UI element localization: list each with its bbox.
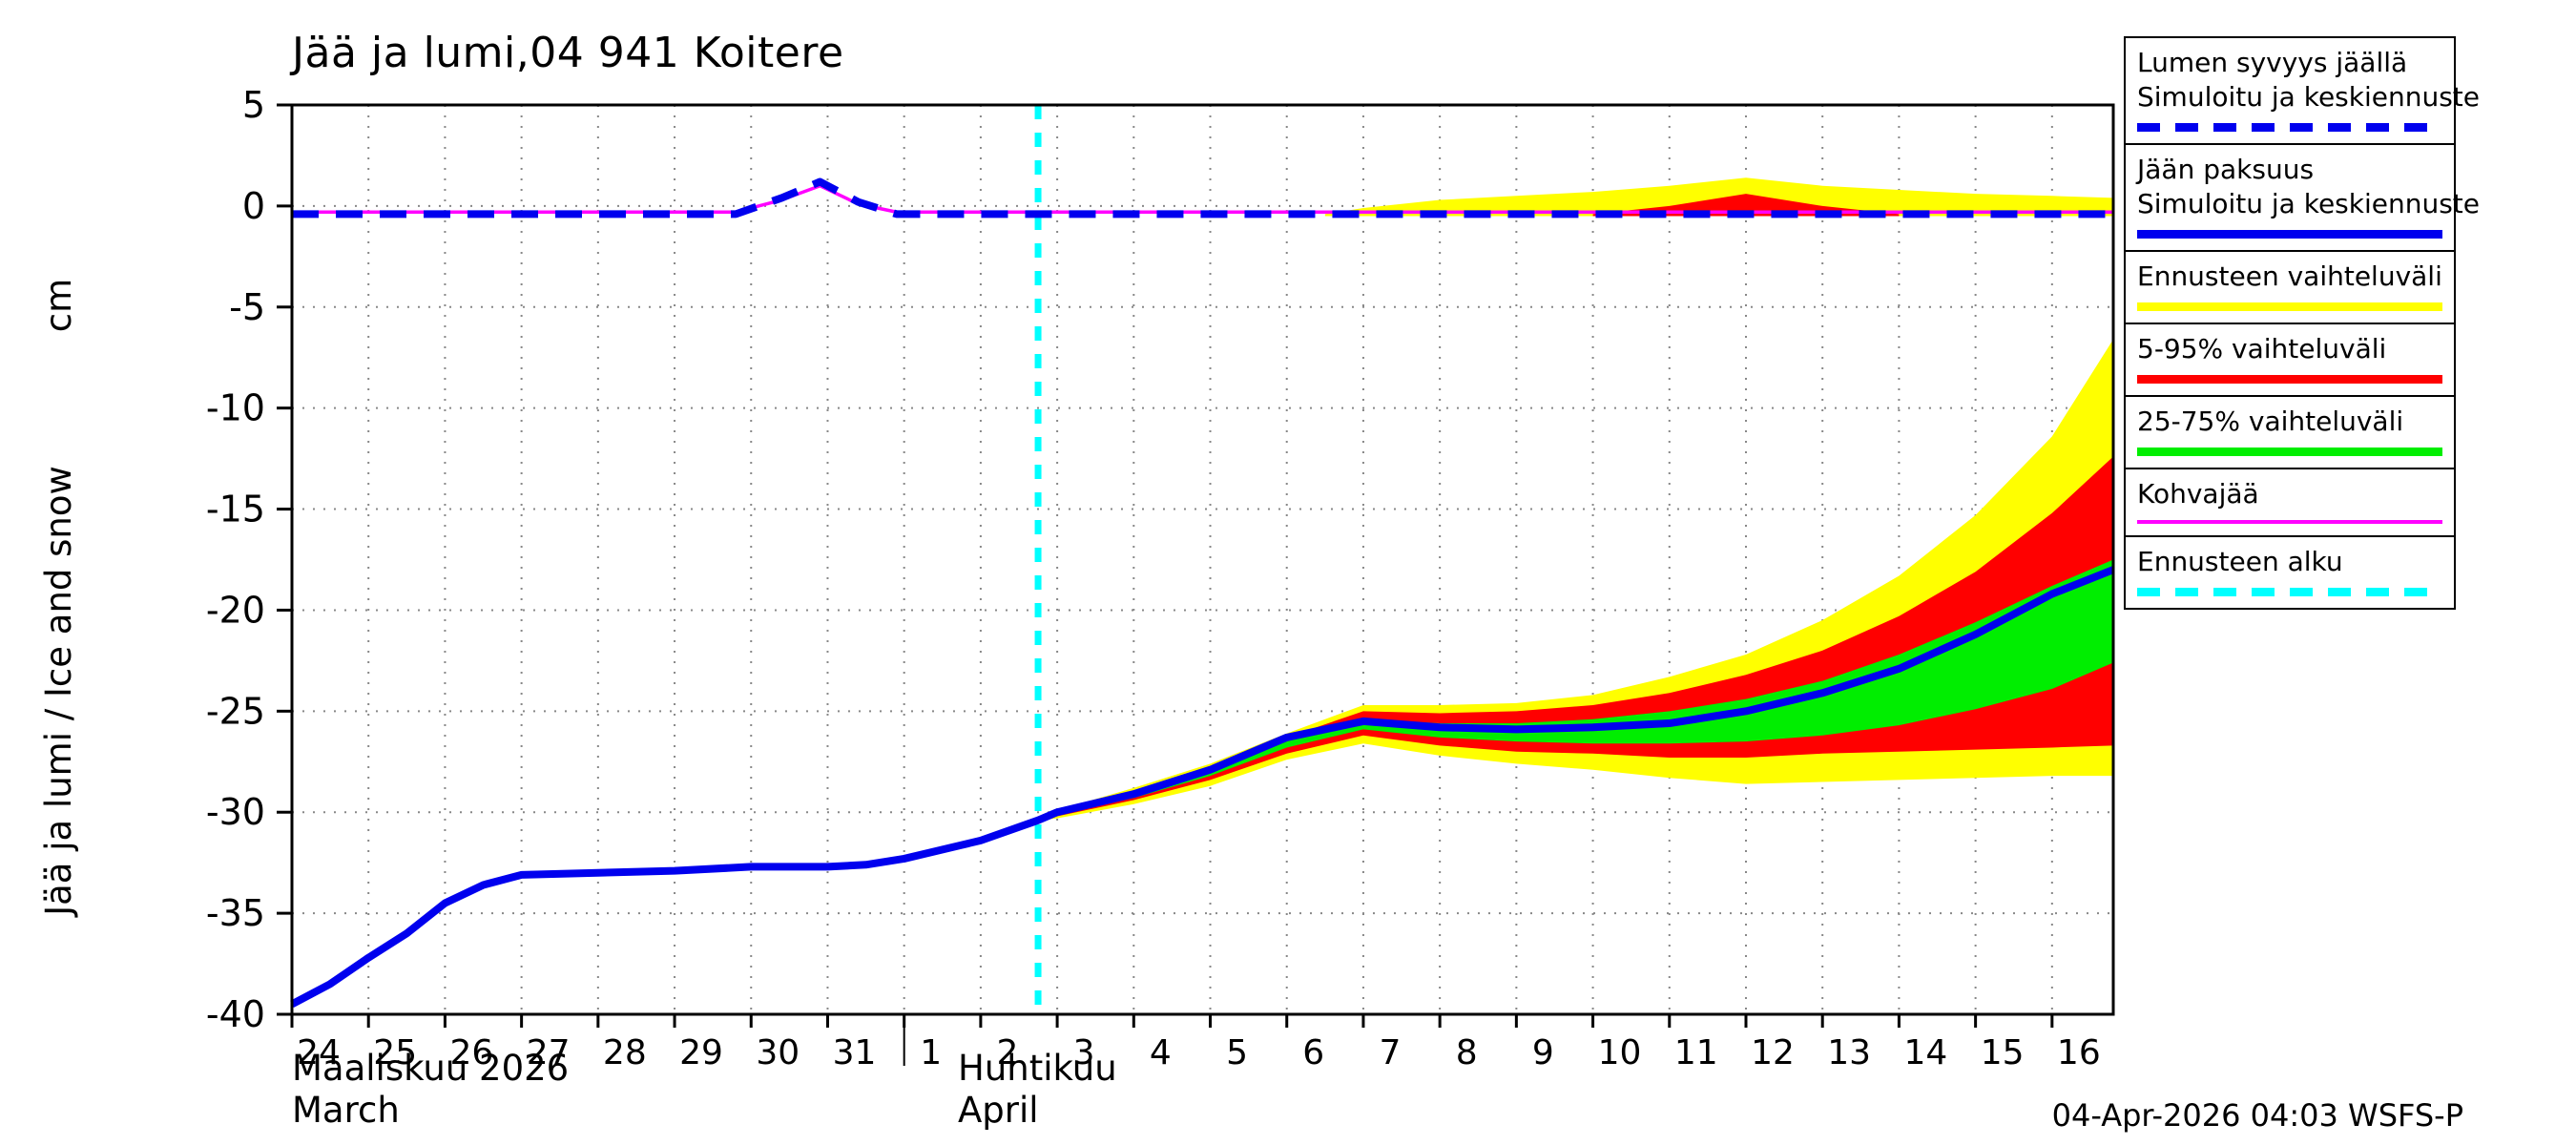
month-march-en: March (292, 1090, 400, 1131)
legend-entry-label: 5-95% vaihteluväli (2137, 333, 2387, 364)
month-label-april: Huhtikuu April (958, 1048, 1117, 1132)
y-tick-label: -30 (206, 791, 265, 833)
legend: Lumen syvyys jäällä Simuloitu ja keskienn… (2124, 36, 2481, 610)
chart-title: Jää ja lumi,04 941 Koitere (292, 29, 844, 77)
x-tick-label: 2 (996, 1033, 1018, 1072)
band-snow-forecast-total-range (1324, 177, 2113, 217)
y-tick-label: 5 (242, 84, 265, 126)
legend-swatch-line (2137, 302, 2442, 311)
x-tick-label: 4 (1150, 1033, 1172, 1072)
legend-entry-1: Jään paksuus Simuloitu ja keskiennuste (2124, 143, 2481, 252)
x-tick-label: 1 (920, 1033, 942, 1072)
legend-entry-label: Simuloitu ja keskiennuste (2137, 188, 2481, 219)
month-label-march: Maaliskuu 2026 March (292, 1048, 569, 1132)
x-tick-label: 10 (1598, 1033, 1642, 1072)
x-tick-label: 7 (1379, 1033, 1401, 1072)
x-tick-label: 30 (756, 1033, 800, 1072)
x-tick-label: 15 (1981, 1033, 2025, 1072)
series-jaan-paksuus-simuloitu-ja-keskiennuste (290, 566, 2115, 1008)
x-tick-label: 12 (1751, 1033, 1795, 1072)
legend-entry-2: Ennusteen vaihteluväli (2124, 250, 2456, 324)
y-tick-label: -25 (206, 690, 265, 732)
x-tick-label: 31 (833, 1033, 877, 1072)
y-tick-label: -5 (229, 286, 265, 328)
x-tick-label: 26 (450, 1033, 494, 1072)
x-tick-label: 25 (373, 1033, 417, 1072)
legend-swatch-line (2137, 448, 2442, 456)
month-april-fi: Huhtikuu (958, 1048, 1117, 1089)
x-tick-label: 11 (1674, 1033, 1718, 1072)
y-tick-label: -15 (206, 489, 265, 531)
x-tick-label: 6 (1302, 1033, 1324, 1072)
timestamp-footer: 04-Apr-2026 04:03 WSFS-P (2051, 1097, 2463, 1134)
month-march-fi: Maaliskuu 2026 (292, 1048, 570, 1089)
legend-swatch-line (2137, 588, 2442, 596)
x-tick-label: 13 (1827, 1033, 1871, 1072)
legend-entry-4: 25-75% vaihteluväli (2124, 395, 2456, 469)
legend-swatch-line (2137, 123, 2442, 132)
y-tick-label: -40 (206, 993, 265, 1035)
legend-entry-label: 25-75% vaihteluväli (2137, 406, 2404, 437)
x-tick-label: 8 (1456, 1033, 1478, 1072)
x-tick-label: 3 (1073, 1033, 1095, 1072)
plot-frame (290, 103, 2115, 1016)
legend-swatch-line (2137, 520, 2442, 524)
x-tick-label: 16 (2057, 1033, 2101, 1072)
x-tick-label: 5 (1226, 1033, 1248, 1072)
y-tick-label: -35 (206, 892, 265, 934)
x-tick-label: 9 (1532, 1033, 1554, 1072)
legend-entry-label: Lumen syvyys jäällä (2137, 47, 2408, 78)
legend-entry-label: Simuloitu ja keskiennuste (2137, 81, 2481, 113)
legend-entry-5: Kohvajää (2124, 468, 2456, 537)
y-tick-label: -20 (206, 589, 265, 631)
legend-swatch-line (2137, 230, 2442, 239)
x-tick-label: 24 (297, 1033, 341, 1072)
x-tick-label: 29 (679, 1033, 723, 1072)
y-tick-label: -10 (206, 387, 265, 429)
legend-entry-0: Lumen syvyys jäällä Simuloitu ja keskienn… (2124, 36, 2481, 145)
legend-entry-label: Ennusteen vaihteluväli (2137, 260, 2442, 292)
legend-swatch-line (2137, 375, 2442, 384)
legend-entry-3: 5-95% vaihteluväli (2124, 323, 2456, 397)
legend-entry-label: Ennusteen alku (2137, 546, 2343, 577)
legend-entry-6: Ennusteen alku (2124, 535, 2456, 610)
legend-entry-label: Kohvajää (2137, 478, 2259, 510)
y-axis-label: Jää ja lumi / Ice and snow (38, 466, 79, 916)
y-tick-label: 0 (242, 185, 265, 227)
legend-entry-label: Jään paksuus (2137, 154, 2315, 185)
y-axis-unit-label: cm (38, 278, 79, 333)
x-tick-label: 14 (1904, 1033, 1948, 1072)
month-april-en: April (958, 1090, 1039, 1131)
x-tick-label: 28 (603, 1033, 647, 1072)
series-lumen-syvyys-jaalla-simuloitu-ja-keskiennuste (292, 177, 2113, 219)
x-tick-label: 27 (527, 1033, 571, 1072)
